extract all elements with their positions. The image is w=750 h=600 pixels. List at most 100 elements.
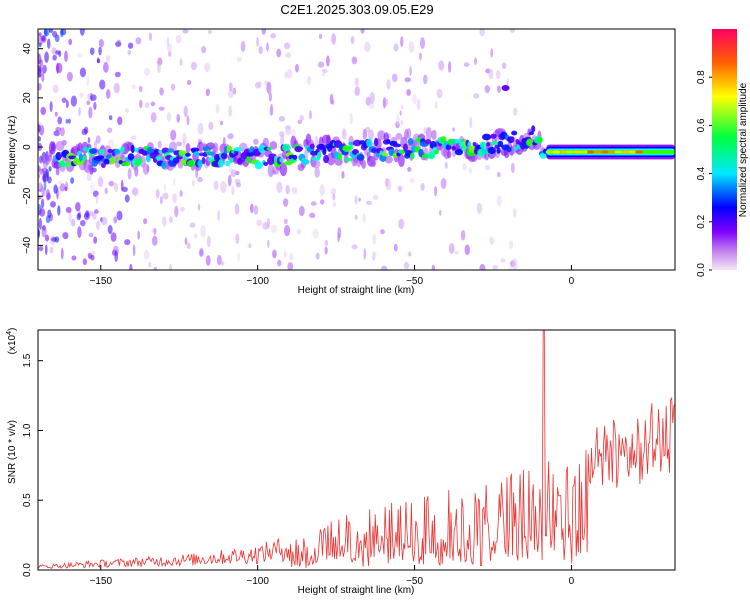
spectrogram-cell (179, 189, 183, 197)
spectrogram-cell (101, 217, 108, 226)
spectrogram-cell (208, 121, 214, 131)
spectrogram-cell (233, 146, 243, 152)
colorbar-tick-label: 0.4 (696, 166, 707, 180)
spectrogram-cell (138, 85, 143, 92)
spectrogram-cell (392, 143, 402, 148)
spectrogram-cell (47, 154, 53, 162)
spectrogram-cell (256, 219, 263, 227)
spectrogram-cell (44, 234, 50, 242)
spectrogram-cell (185, 152, 191, 157)
spectrogram-cell (84, 126, 89, 135)
spectrogram-cell (151, 235, 158, 246)
spectrogram-cell (77, 53, 83, 59)
spectrogram-cell (263, 161, 269, 167)
spectrogram-cell (99, 79, 106, 90)
spectrogram-cell (496, 195, 502, 207)
spectrogram-cell (38, 165, 41, 172)
spectrogram-cell (41, 35, 46, 41)
y-tick-label: 0.5 (22, 493, 33, 507)
spectrogram-cell (399, 110, 402, 116)
spectrogram-cell (484, 84, 490, 94)
spectrogram-cell (409, 65, 412, 76)
spectrogram-cell (90, 94, 97, 102)
spectrogram-cell (60, 247, 64, 260)
spectrogram-cell (114, 250, 119, 262)
spectrogram-cell (425, 127, 433, 142)
spectrogram-cell (235, 170, 240, 175)
spectrogram-cell (381, 152, 389, 157)
spectrogram-cell (284, 42, 291, 50)
spectrogram-cell (44, 29, 48, 37)
y-tick-label: 40 (22, 43, 33, 55)
spectrogram-cell (38, 136, 41, 142)
spectrogram-cell (460, 229, 466, 241)
spectrogram-cell (162, 216, 167, 227)
spectrogram-cell (38, 217, 43, 230)
spectrogram-cell (159, 196, 163, 205)
spectrogram-cell (57, 205, 61, 216)
spectrogram-cell (319, 184, 325, 197)
snr-panel: −150 −100 −50 0 0.0 0.5 1.0 1.5 Height of stra… (6, 328, 676, 596)
spectrogram-cell (157, 140, 162, 149)
spectrogram-cell (166, 112, 172, 122)
spectrogram-cell (510, 162, 515, 174)
spectrogram-cell (537, 136, 543, 144)
spectrogram-cell (197, 122, 204, 135)
spectrogram-cell (332, 201, 337, 207)
spectrogram-cell (186, 242, 191, 250)
spectrogram-cell (56, 62, 59, 75)
spectrogram-cell (236, 56, 242, 63)
spectrogram-cell (258, 81, 262, 88)
spectrogram-cell (80, 219, 86, 227)
spectrogram-cell (97, 176, 104, 188)
spectrogram-cell (93, 209, 99, 214)
spectrogram-cell (55, 140, 65, 152)
spectrogram-cell (402, 143, 408, 152)
spectrogram-cell (479, 141, 487, 149)
spectrogram-cell (205, 88, 210, 97)
spectrogram-cell (55, 166, 60, 176)
spectrogram-cell (506, 147, 512, 153)
spectrogram-cell (351, 56, 358, 65)
spectrogram-cell (488, 68, 494, 80)
spectrogram-cell (127, 42, 134, 49)
spectrogram-x-ticks: −150 −100 −50 0 (89, 265, 575, 287)
spectrogram-cell (234, 203, 240, 215)
spectrogram-cell (61, 97, 67, 103)
spectrogram-cell (364, 126, 371, 132)
spectrogram-cell (526, 138, 534, 147)
spectrogram-cell (285, 52, 292, 59)
snr-multiplier: (x104) (6, 328, 18, 355)
spectrogram-cell (65, 118, 69, 124)
spectrogram-cell (101, 162, 106, 169)
spectrogram-cell (120, 179, 124, 192)
spectrogram-cell (130, 144, 135, 154)
spectrogram-cell (276, 181, 283, 194)
spectrogram-cells (38, 29, 675, 270)
spectrogram-cell (170, 83, 176, 91)
spectrogram-cell (50, 201, 56, 208)
spectrogram-y-label: Frequency (Hz) (7, 116, 18, 185)
spectrogram-cell (407, 166, 412, 172)
spectrogram-cell (53, 130, 60, 137)
spectrogram-cell (52, 54, 57, 61)
spectrogram-cell (279, 131, 285, 137)
spectrogram-cell (66, 71, 73, 82)
spectrogram-cell (408, 251, 412, 257)
spectrogram-cell (197, 159, 203, 168)
spectrogram-cell (121, 161, 131, 167)
spectrogram-cell (124, 108, 130, 113)
spectrogram-cell (71, 255, 77, 261)
spectrogram-cell (162, 192, 169, 200)
spectrogram-cell (82, 258, 88, 266)
spectrogram-cell (511, 258, 518, 270)
snr-x-ticks: −150 −100 −50 0 (89, 565, 575, 587)
spectrogram-cell (180, 206, 185, 212)
spectrogram-cell (143, 218, 148, 225)
spectrogram-cell (45, 168, 50, 179)
spectrogram-cell (176, 141, 183, 147)
spectrogram-cell (80, 159, 85, 165)
spectrogram-cell (186, 115, 190, 126)
colorbar-tick-label: 0.6 (696, 118, 707, 132)
